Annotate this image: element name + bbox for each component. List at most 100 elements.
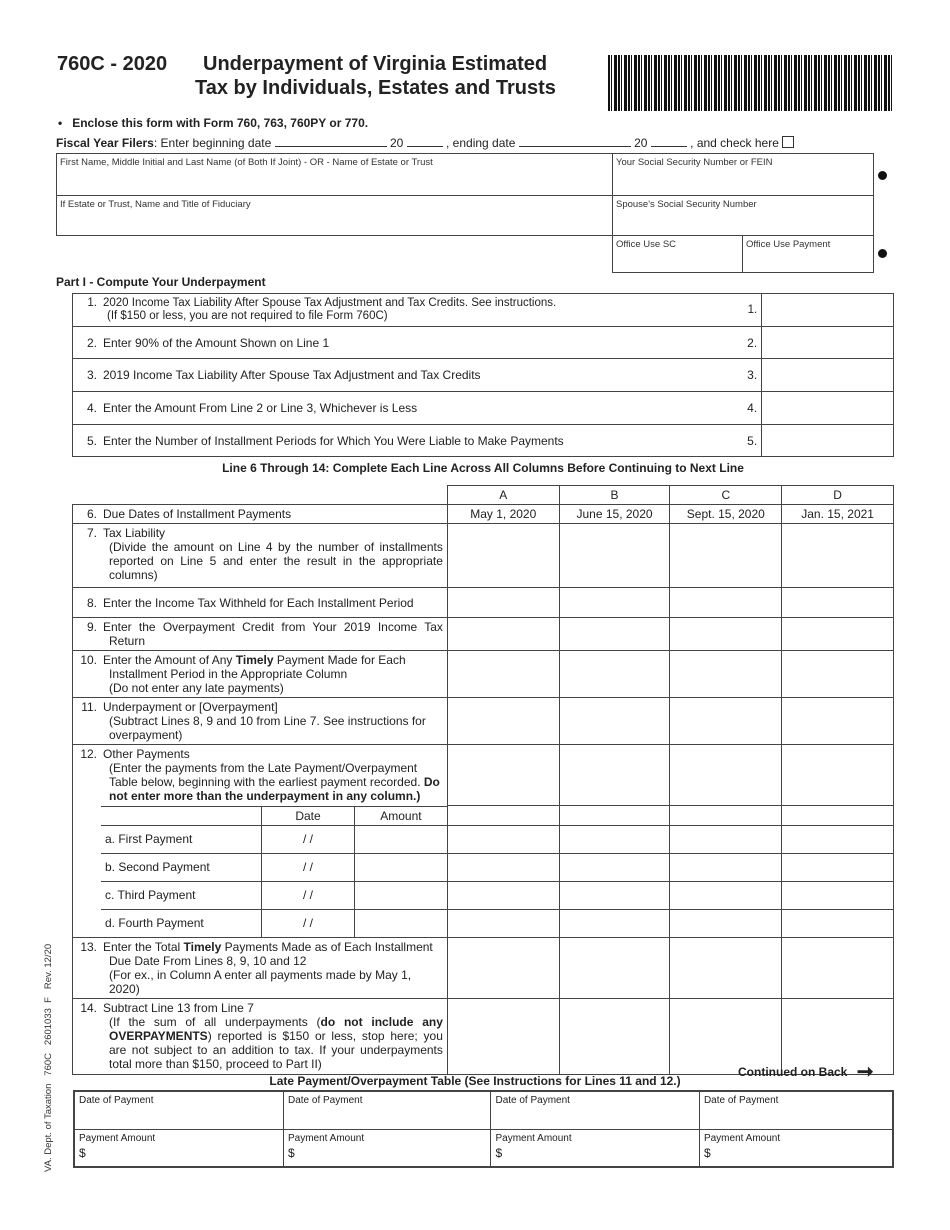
- cell-input[interactable]: [781, 523, 894, 588]
- cell-input[interactable]: [669, 909, 783, 938]
- amount-label: Payment Amount: [287, 1132, 365, 1144]
- line-5-input[interactable]: [761, 424, 894, 457]
- dollar-sign: $: [79, 1145, 86, 1160]
- cell-input[interactable]: [446, 937, 560, 999]
- cell-input[interactable]: [669, 697, 783, 745]
- cell-input[interactable]: [669, 937, 783, 999]
- cell-input[interactable]: [446, 744, 560, 806]
- cell-input[interactable]: [446, 853, 560, 882]
- line-number: 11.: [81, 700, 97, 714]
- cell-input[interactable]: [446, 881, 560, 910]
- cell-input[interactable]: [781, 825, 894, 854]
- cell-input[interactable]: [781, 617, 894, 651]
- amount-input[interactable]: [355, 826, 447, 853]
- form-id: 760C - 2020: [57, 53, 168, 75]
- cell-input[interactable]: [558, 909, 671, 938]
- cell-input[interactable]: [446, 587, 560, 618]
- part1-line-3: 3. 2019 Income Tax Liability After Spouse…: [71, 358, 894, 392]
- date-input[interactable]: / /: [262, 909, 355, 937]
- begin-date-field[interactable]: [274, 135, 387, 147]
- cell-input[interactable]: [558, 617, 671, 651]
- line-4-input[interactable]: [761, 391, 894, 425]
- date-of-payment-field[interactable]: Date of Payment: [282, 1090, 492, 1130]
- payment-amount-field[interactable]: Payment Amount $: [282, 1128, 492, 1168]
- date-of-payment-field[interactable]: Date of Payment: [73, 1090, 284, 1130]
- cell-input[interactable]: [669, 744, 783, 806]
- fiscal-checkbox[interactable]: [782, 136, 795, 148]
- end-year-field[interactable]: [650, 135, 687, 147]
- cell-input[interactable]: [669, 825, 783, 854]
- end-date-field[interactable]: [518, 135, 631, 147]
- payment-amount-field[interactable]: Payment Amount $: [698, 1128, 894, 1168]
- line-number: 12.: [80, 747, 97, 761]
- cell-input[interactable]: [558, 825, 671, 854]
- fiduciary-field[interactable]: If Estate or Trust, Name and Title of Fi…: [56, 195, 613, 236]
- date-of-payment-field[interactable]: Date of Payment: [698, 1090, 894, 1130]
- part1-line-5: 5. Enter the Number of Installment Period…: [71, 424, 894, 457]
- cell-input[interactable]: [781, 697, 894, 745]
- date-input[interactable]: / /: [262, 825, 355, 853]
- row-12a: a. First Payment / /: [72, 825, 894, 854]
- line-text: Enter the Amount From Line 2 or Line 3, …: [103, 401, 418, 415]
- date-input[interactable]: / /: [262, 853, 355, 881]
- cell-input[interactable]: [669, 617, 783, 651]
- amount-input[interactable]: [355, 882, 447, 909]
- cell-input[interactable]: [558, 744, 671, 806]
- cell-input[interactable]: [446, 650, 560, 698]
- cell-input[interactable]: [781, 937, 894, 999]
- cell-input[interactable]: [669, 853, 783, 882]
- cell-input[interactable]: [669, 587, 783, 618]
- line-number: 14.: [80, 1001, 97, 1015]
- cell-input[interactable]: [446, 825, 560, 854]
- ssn-field[interactable]: Your Social Security Number or FEIN: [612, 153, 874, 196]
- cell-input[interactable]: [558, 587, 671, 618]
- cell-input[interactable]: [781, 853, 894, 882]
- line-number: 4.: [86, 401, 97, 415]
- cell-input[interactable]: [446, 523, 560, 588]
- line-text: Due Dates of Installment Payments: [103, 507, 292, 521]
- cell-input[interactable]: [558, 523, 671, 588]
- payment-amount-field[interactable]: Payment Amount $: [73, 1128, 284, 1168]
- cell-input[interactable]: [446, 998, 560, 1075]
- cell-input[interactable]: [558, 650, 671, 698]
- cell-input[interactable]: [781, 587, 894, 618]
- cell-input[interactable]: [669, 881, 783, 910]
- late-payment-table: Date of Payment Date of Payment Date of Pa…: [73, 1090, 894, 1168]
- line-3-input[interactable]: [761, 358, 894, 392]
- cell-input[interactable]: [558, 853, 671, 882]
- cell-input[interactable]: [781, 650, 894, 698]
- amount-input[interactable]: [355, 854, 447, 881]
- date-input[interactable]: / /: [262, 881, 355, 909]
- spouse-ssn-field[interactable]: Spouse's Social Security Number: [612, 195, 874, 236]
- cell-input[interactable]: [558, 697, 671, 745]
- row-11: 11. Underpayment or [Overpayment] (Subtrac…: [72, 697, 894, 745]
- row-14: 14. Subtract Line 13 from Line 7 (If the s…: [72, 998, 894, 1075]
- amount-input[interactable]: [355, 910, 447, 937]
- cell-input[interactable]: [669, 998, 783, 1075]
- date-of-payment-field[interactable]: Date of Payment: [490, 1090, 700, 1130]
- cell-input[interactable]: [781, 881, 894, 910]
- line-1-input[interactable]: [761, 293, 894, 327]
- cell-input[interactable]: [669, 523, 783, 588]
- cell-input[interactable]: [558, 998, 671, 1075]
- cell-input[interactable]: [781, 744, 894, 806]
- cell-input[interactable]: [669, 650, 783, 698]
- line-text: Enter the Amount of Any: [103, 653, 236, 667]
- cell-input[interactable]: [446, 697, 560, 745]
- name-field[interactable]: First Name, Middle Initial and Last Name…: [56, 153, 613, 196]
- fiduciary-label: If Estate or Trust, Name and Title of Fi…: [60, 199, 251, 210]
- part1-title: Part I - Compute Your Underpayment: [56, 275, 266, 289]
- line-text: Tax Liability: [103, 526, 166, 540]
- begin-year-field[interactable]: [406, 135, 443, 147]
- cell-input[interactable]: [781, 909, 894, 938]
- payment-amount-field[interactable]: Payment Amount $: [490, 1128, 700, 1168]
- cell-input[interactable]: [446, 617, 560, 651]
- line-2-input[interactable]: [761, 326, 894, 359]
- cell-input[interactable]: [558, 937, 671, 999]
- line-ref: 1.: [747, 304, 758, 316]
- cell-input[interactable]: [781, 998, 894, 1075]
- payment-label: b. Second Payment: [101, 853, 262, 881]
- dollar-sign: $: [495, 1145, 503, 1160]
- cell-input[interactable]: [446, 909, 560, 938]
- cell-input[interactable]: [558, 881, 671, 910]
